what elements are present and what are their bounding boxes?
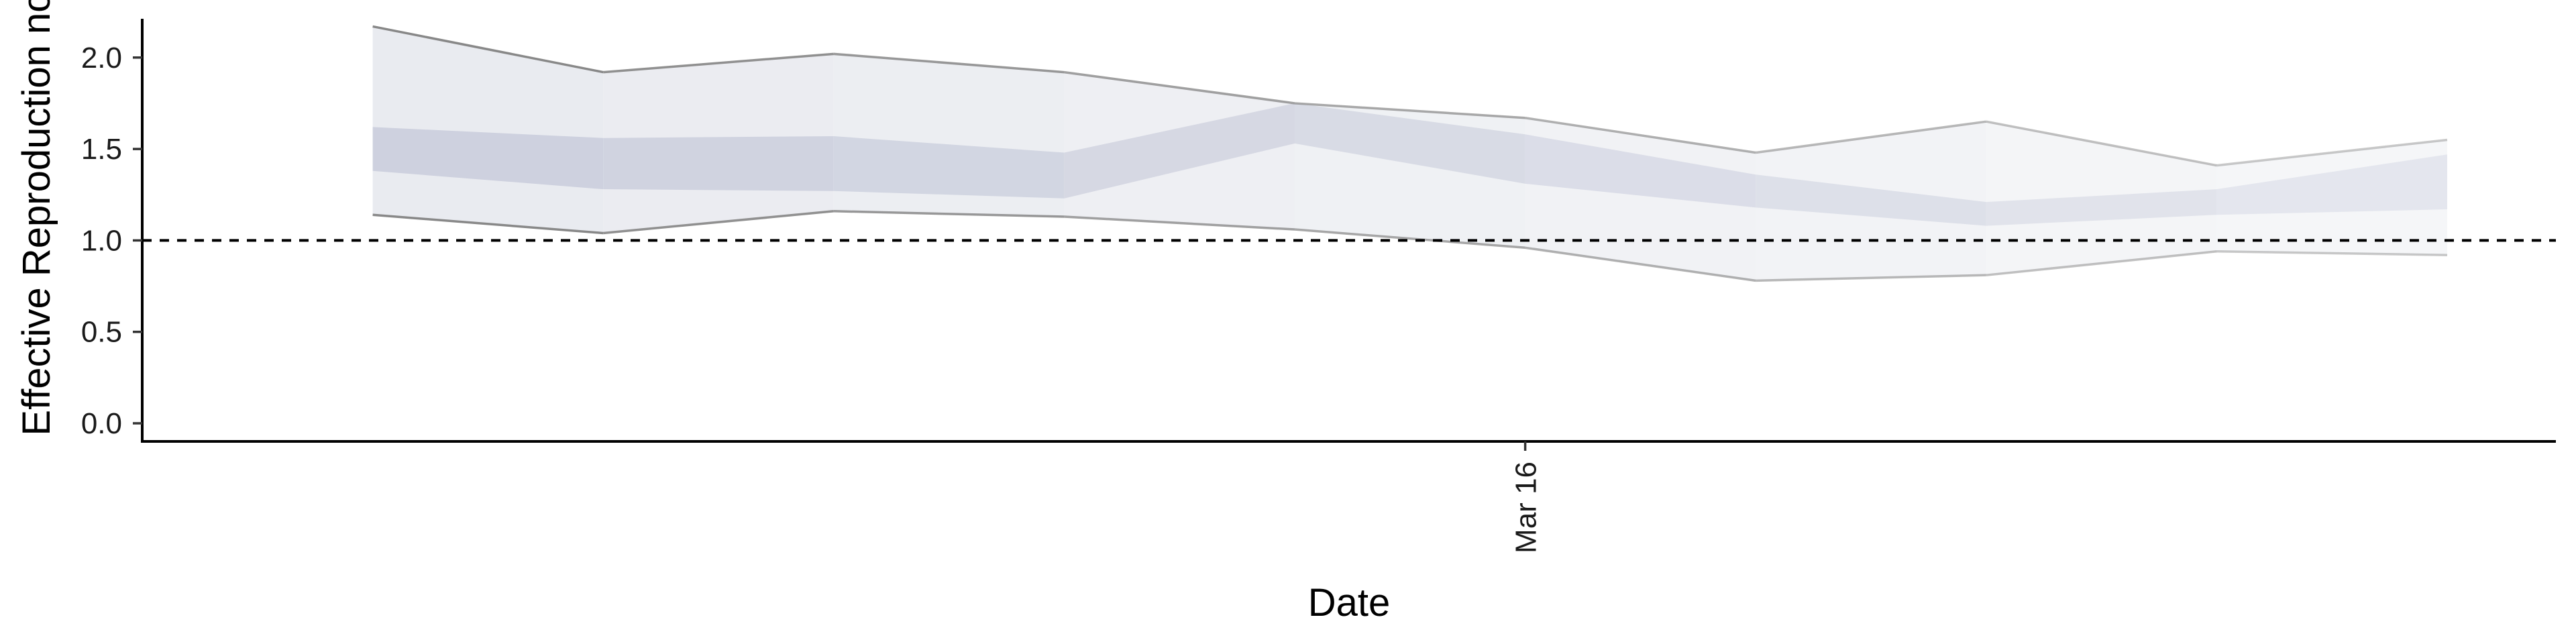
- lower-bound-line-segment: [603, 210, 834, 235]
- upper-bound-line-segment: [603, 52, 834, 74]
- y-tick-label: 0.0: [81, 407, 122, 440]
- y-tick-label: 0.5: [81, 316, 122, 349]
- lower-bound-line-segment: [833, 210, 1065, 218]
- x-axis-title: Date: [1308, 581, 1391, 625]
- lower-bound-line-segment: [2216, 250, 2448, 256]
- upper-bound-line-segment: [1755, 120, 1987, 154]
- inner-band-segment: [833, 136, 1065, 199]
- y-tick-label: 1.0: [81, 224, 122, 257]
- lower-bound-line-segment: [1064, 215, 1295, 231]
- lower-bound-line-segment: [1294, 228, 1525, 250]
- upper-bound-line-segment: [833, 52, 1065, 74]
- inner-band-segment: [603, 136, 834, 191]
- lower-bound-line-segment: [1986, 250, 2217, 276]
- upper-bound-line-segment: [1525, 117, 1756, 154]
- y-tick-label: 1.5: [81, 133, 122, 166]
- y-tick-label: 2.0: [81, 42, 122, 74]
- upper-bound-line-segment: [1986, 120, 2217, 167]
- inner-band-segment: [1064, 103, 1295, 199]
- outer-band-segment: [1986, 121, 2217, 276]
- inner-band-segment: [1525, 134, 1756, 208]
- inner-band-segment: [372, 127, 604, 190]
- upper-bound-line-segment: [1294, 102, 1525, 119]
- lower-bound-line-segment: [1756, 274, 1986, 282]
- upper-bound-line-segment: [2216, 138, 2448, 167]
- outer-band-segment: [2216, 140, 2447, 256]
- y-ticks: 0.0 0.5 1.0 1.5 2.0: [81, 42, 142, 440]
- upper-bound-line-segment: [372, 25, 604, 74]
- bound-lines: [372, 25, 2448, 282]
- inner-band-segment: [1295, 103, 1525, 184]
- x-ticks: Mar 16: [1510, 441, 1543, 553]
- inner-band-segment: [1756, 174, 1986, 226]
- y-axis-title: Effective Reproduction no.: [15, 0, 58, 436]
- inner-band-segment: [2216, 154, 2447, 215]
- bands: [372, 26, 2447, 281]
- lower-bound-line-segment: [372, 213, 604, 235]
- lower-bound-line-segment: [1525, 246, 1756, 282]
- upper-bound-line-segment: [1064, 70, 1295, 105]
- x-tick-label: Mar 16: [1510, 462, 1543, 553]
- inner-band-segment: [1986, 189, 2217, 226]
